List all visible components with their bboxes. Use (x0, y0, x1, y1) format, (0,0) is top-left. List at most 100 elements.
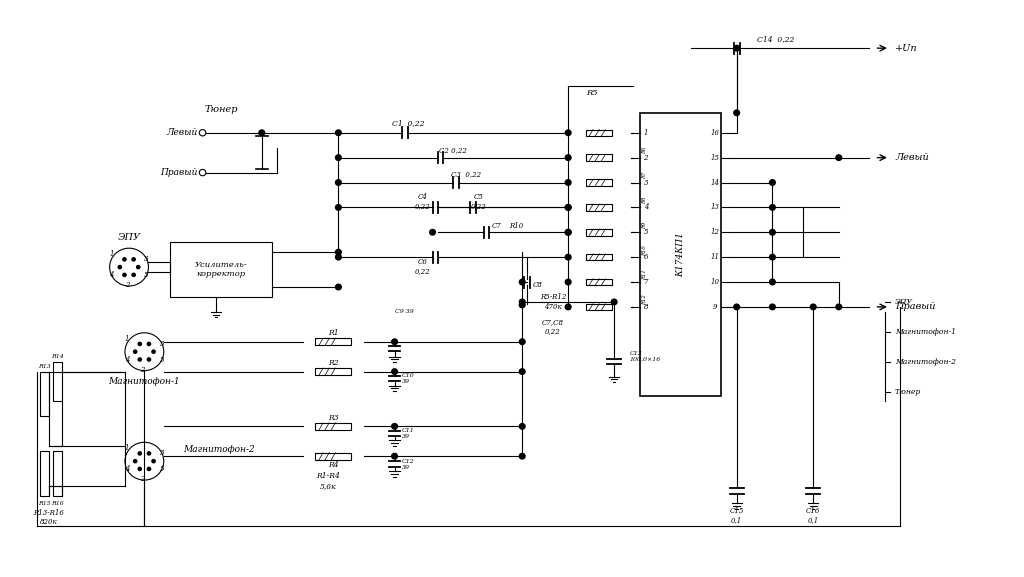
Circle shape (132, 258, 135, 261)
Bar (586, 254, 612, 260)
Circle shape (770, 230, 775, 235)
Circle shape (836, 304, 842, 310)
Circle shape (836, 155, 842, 160)
Text: 1: 1 (125, 335, 129, 343)
Text: R4: R4 (328, 461, 339, 469)
Circle shape (565, 279, 571, 285)
Text: C14  0,22: C14 0,22 (757, 35, 795, 43)
Circle shape (392, 339, 397, 344)
Circle shape (734, 46, 739, 51)
Text: 4: 4 (125, 465, 129, 473)
Text: C13
100,0×16: C13 100,0×16 (630, 351, 660, 362)
Text: R15: R15 (38, 501, 50, 507)
Text: C15
0,1: C15 0,1 (729, 507, 743, 524)
Circle shape (770, 304, 775, 310)
Text: 3: 3 (160, 449, 164, 457)
Text: 2: 2 (140, 475, 144, 483)
Circle shape (336, 179, 341, 185)
Circle shape (147, 452, 151, 455)
Text: 12: 12 (711, 228, 720, 236)
Circle shape (565, 230, 571, 235)
Bar (586, 229, 612, 235)
Text: R2: R2 (328, 359, 339, 367)
Text: Магнитофон-1: Магнитофон-1 (895, 328, 956, 336)
Circle shape (336, 249, 341, 255)
Circle shape (565, 205, 571, 210)
Circle shape (392, 454, 397, 459)
Text: 7: 7 (643, 278, 648, 286)
Circle shape (152, 459, 156, 463)
Bar (586, 304, 612, 310)
Circle shape (136, 265, 140, 269)
Bar (586, 179, 612, 186)
Circle shape (565, 155, 571, 160)
Text: R9: R9 (642, 222, 647, 229)
Circle shape (430, 230, 435, 235)
Circle shape (770, 179, 775, 185)
Bar (53, 362, 62, 402)
Text: 14: 14 (711, 178, 720, 186)
Text: Магнитофон-2: Магнитофон-2 (895, 358, 956, 366)
Circle shape (519, 299, 525, 305)
Text: R5: R5 (586, 89, 597, 97)
Text: R3: R3 (328, 414, 339, 422)
Circle shape (138, 467, 141, 470)
Bar (315, 338, 351, 345)
Circle shape (133, 459, 137, 463)
Bar (315, 452, 351, 460)
Text: 2: 2 (643, 153, 648, 162)
Text: C16
0,1: C16 0,1 (806, 507, 820, 524)
Text: Правый: Правый (895, 302, 936, 312)
Circle shape (152, 350, 156, 353)
Text: 4: 4 (110, 271, 114, 279)
Text: R13: R13 (38, 364, 50, 369)
Circle shape (123, 273, 126, 276)
Text: ЭПУ: ЭПУ (118, 233, 140, 242)
Circle shape (336, 205, 341, 210)
Circle shape (138, 342, 141, 346)
Text: 9: 9 (713, 303, 718, 311)
Circle shape (565, 230, 571, 235)
Circle shape (770, 279, 775, 285)
Text: Правый: Правый (160, 168, 198, 177)
Text: R5-R12
470к: R5-R12 470к (540, 293, 566, 310)
Text: R8: R8 (642, 197, 647, 204)
Circle shape (392, 424, 397, 429)
Circle shape (734, 304, 739, 310)
Bar (170, 242, 272, 297)
Text: C9 39: C9 39 (395, 309, 414, 314)
Text: 15: 15 (711, 153, 720, 162)
Text: 5: 5 (643, 228, 648, 236)
Text: Усилитель-
корректор: Усилитель- корректор (195, 261, 247, 278)
Circle shape (770, 254, 775, 260)
Text: Магнитофон-2: Магнитофон-2 (183, 445, 255, 454)
Text: 1: 1 (110, 250, 114, 258)
Circle shape (519, 369, 525, 374)
Text: Тюнер: Тюнер (895, 388, 922, 395)
Circle shape (138, 452, 141, 455)
Text: R12: R12 (642, 295, 647, 305)
Circle shape (123, 258, 126, 261)
Text: Тюнер: Тюнер (204, 106, 238, 114)
Text: R13-R16
820к: R13-R16 820к (33, 509, 63, 526)
Text: 10: 10 (711, 278, 720, 286)
Text: 3: 3 (160, 340, 164, 348)
Text: R10: R10 (642, 245, 647, 256)
Circle shape (138, 358, 141, 361)
Text: Левый: Левый (895, 153, 929, 162)
Text: 5: 5 (160, 465, 164, 473)
Circle shape (336, 254, 341, 260)
Circle shape (770, 205, 775, 210)
Text: 4: 4 (643, 203, 648, 211)
Text: R6: R6 (642, 147, 647, 155)
Bar (40, 451, 49, 496)
Circle shape (519, 424, 525, 429)
Circle shape (147, 342, 151, 346)
Circle shape (132, 273, 135, 276)
Text: +Uп: +Uп (895, 44, 918, 53)
Text: 5: 5 (144, 271, 148, 279)
Text: C7: C7 (492, 222, 502, 230)
Circle shape (519, 454, 525, 459)
Text: C8: C8 (532, 281, 543, 289)
Text: 3: 3 (643, 178, 648, 186)
